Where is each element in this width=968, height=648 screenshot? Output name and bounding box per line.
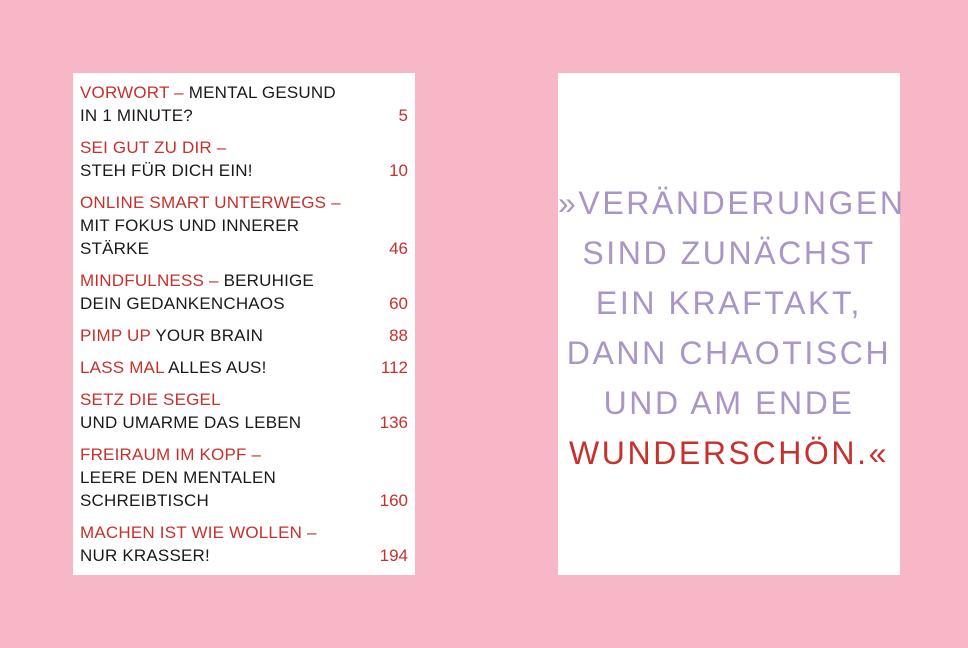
quote-line: SIND ZUNÄCHST [582,235,876,271]
quote: »VERÄNDERUNGEN SIND ZUNÄCHST EIN KRAFTAKT,… [558,178,906,478]
toc-entry-line: SEI GUT ZU DIR – [80,136,408,159]
table-of-contents: VORWORT – MENTAL GESUND IN 1 MINUTE? 5 SEI … [80,81,408,576]
toc-entry-line: VORWORT – MENTAL GESUND [80,81,408,104]
page-number: 136 [379,413,408,432]
page-number: 112 [380,358,408,377]
toc-entry: VORWORT – MENTAL GESUND IN 1 MINUTE? 5 [80,81,408,127]
quote-line: UND AM ENDE [603,385,855,421]
toc-entry: MACHEN IST WIE WOLLEN – NUR KRASSER! 194 [80,521,408,567]
chapter-subtitle: UND UMARME DAS LEBEN [80,413,302,432]
chapter-subtitle: BERUHIGE [223,271,314,290]
page-number: 194 [379,546,408,565]
toc-entry-line: ONLINE SMART UNTERWEGS – [80,191,408,214]
toc-entry: MINDFULNESS – BERUHIGE DEIN GEDANKENCHAOS… [80,269,408,315]
toc-entry: LASS MAL ALLES AUS! 112 [80,356,408,379]
chapter-subtitle: YOUR BRAIN [155,326,264,345]
chapter-subtitle: MIT FOKUS UND INNERER [80,216,300,235]
chapter-title: FREIRAUM IM KOPF – [80,445,262,464]
toc-entry-line: MACHEN IST WIE WOLLEN – [80,521,408,544]
toc-entry: PIMP UP YOUR BRAIN 88 [80,324,408,347]
quote-line: EIN KRAFTAKT, [595,285,863,321]
chapter-subtitle: NUR KRASSER! [80,546,210,565]
toc-entry-line: STÄRKE [80,237,408,260]
toc-entry-line: LEERE DEN MENTALEN [80,466,408,489]
toc-entry-line: STEH FÜR DICH EIN! [80,159,408,182]
chapter-title: ONLINE SMART UNTERWEGS – [80,193,341,212]
toc-entry-line: DEIN GEDANKENCHAOS [80,292,408,315]
page-number: 60 [389,294,408,313]
chapter-title: MACHEN IST WIE WOLLEN – [80,523,317,542]
toc-entry-line: SCHREIBTISCH [80,489,408,512]
chapter-subtitle: SCHREIBTISCH [80,491,209,510]
chapter-subtitle: STEH FÜR DICH EIN! [80,161,253,180]
page-number: 46 [389,239,408,258]
chapter-subtitle: DEIN GEDANKENCHAOS [80,294,285,313]
toc-entry-line: MIT FOKUS UND INNERER [80,214,408,237]
chapter-subtitle: IN 1 MINUTE? [80,106,193,125]
toc-entry-line: FREIRAUM IM KOPF – [80,443,408,466]
toc-entry-line: NUR KRASSER! [80,544,408,567]
quote-accent-line: WUNDERSCHÖN.« [568,435,890,471]
page-number: 5 [398,106,408,125]
toc-entry: SEI GUT ZU DIR – STEH FÜR DICH EIN! 10 [80,136,408,182]
toc-entry: ONLINE SMART UNTERWEGS – MIT FOKUS UND IN… [80,191,408,260]
toc-entry-line: PIMP UP YOUR BRAIN [80,324,408,347]
chapter-title: LASS MAL [80,358,169,377]
page-number: 10 [389,161,408,180]
chapter-title: SEI GUT ZU DIR – [80,138,227,157]
toc-entry-line: IN 1 MINUTE? [80,104,408,127]
toc-entry: FREIRAUM IM KOPF – LEERE DEN MENTALEN SCHR… [80,443,408,512]
chapter-title: MINDFULNESS – [80,271,224,290]
chapter-subtitle: LEERE DEN MENTALEN [80,468,276,487]
toc-entry-line: SETZ DIE SEGEL [80,388,408,411]
chapter-subtitle: STÄRKE [80,239,150,258]
page-number: 160 [379,491,408,510]
quote-line: DANN CHAOTISCH [566,335,892,371]
quote-line: »VERÄNDERUNGEN [558,185,906,221]
toc-entry-line: LASS MAL ALLES AUS! [80,356,408,379]
toc-page: VORWORT – MENTAL GESUND IN 1 MINUTE? 5 SEI … [73,73,415,575]
chapter-title: VORWORT – [80,83,189,102]
toc-entry-line: MINDFULNESS – BERUHIGE [80,269,408,292]
chapter-title: SETZ DIE SEGEL [80,390,221,409]
chapter-subtitle: ALLES AUS! [168,358,267,377]
toc-entry: SETZ DIE SEGEL UND UMARME DAS LEBEN 136 [80,388,408,434]
quote-page: »VERÄNDERUNGEN SIND ZUNÄCHST EIN KRAFTAKT,… [558,73,906,575]
chapter-subtitle: MENTAL GESUND [188,83,336,102]
page-number: 88 [389,326,408,345]
chapter-title: PIMP UP [80,326,156,345]
toc-entry-line: UND UMARME DAS LEBEN [80,411,408,434]
